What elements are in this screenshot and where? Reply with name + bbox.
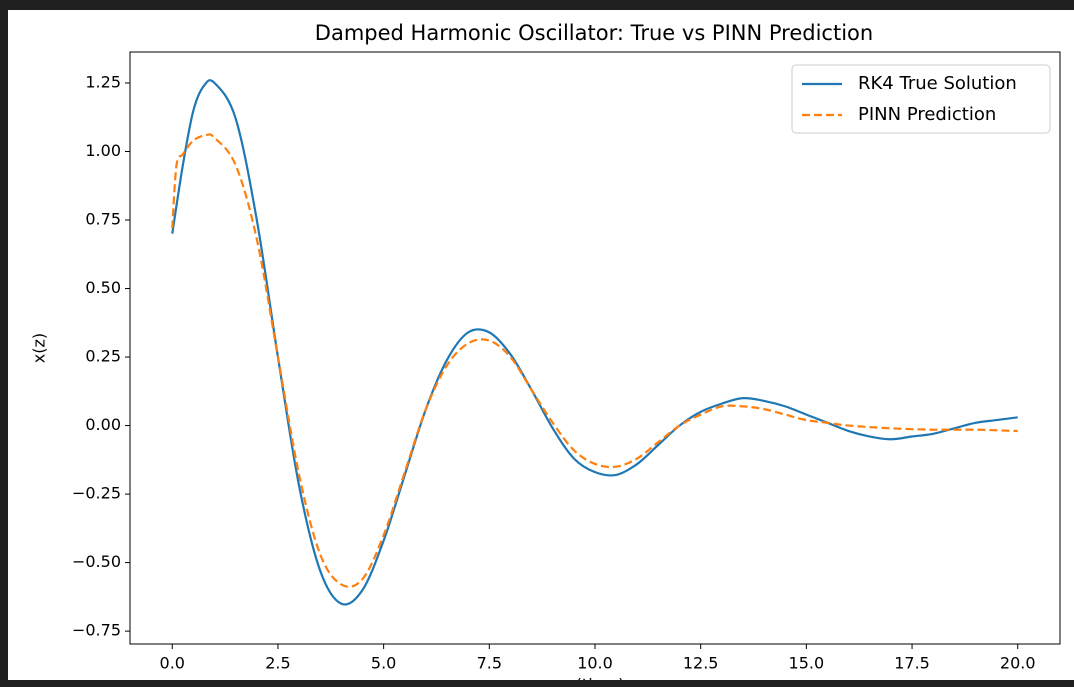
- y-tick-label: −0.50: [72, 552, 121, 571]
- data-line: [171, 133, 1018, 588]
- legend-box: [791, 64, 1051, 134]
- data-line: [171, 79, 1018, 606]
- y-tick-label: 0.50: [85, 278, 121, 297]
- y-axis-label: x(z): [30, 333, 49, 363]
- legend-label: RK4 True Solution: [858, 73, 1017, 94]
- y-tick-label: −0.75: [72, 621, 121, 640]
- x-tick-label: 12.5: [683, 654, 719, 673]
- x-tick-label: 0.0: [160, 654, 185, 673]
- y-tick-label: 1.25: [85, 72, 121, 91]
- plot-frame: [129, 51, 1061, 645]
- x-tick-label: 20.0: [1000, 654, 1036, 673]
- y-tick-label: −0.25: [72, 484, 121, 503]
- bottom-edge: [0, 680, 1074, 687]
- chart-title: Damped Harmonic Oscillator: True vs PINN…: [315, 21, 873, 45]
- y-tick-label: 0.25: [85, 347, 121, 366]
- legend-label: PINN Prediction: [858, 104, 996, 125]
- x-tick-label: 10.0: [577, 654, 613, 673]
- y-tick-label: 0.75: [85, 210, 121, 229]
- x-tick-label: 5.0: [371, 654, 396, 673]
- x-tick-label: 7.5: [477, 654, 502, 673]
- x-tick-label: 17.5: [894, 654, 930, 673]
- y-tick-label: 1.00: [85, 141, 121, 160]
- x-tick-label: 2.5: [265, 654, 290, 673]
- y-tick-label: 0.00: [85, 415, 121, 434]
- x-tick-label: 15.0: [789, 654, 825, 673]
